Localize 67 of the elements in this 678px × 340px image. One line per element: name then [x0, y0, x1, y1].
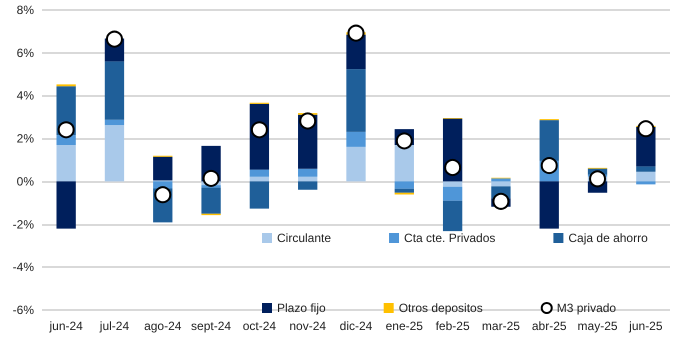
bar — [442, 181, 462, 187]
bar — [540, 120, 559, 161]
x-tick-label: sept-24 — [191, 319, 232, 333]
y-tick-label: -6% — [12, 303, 34, 317]
y-tick-label: 6% — [16, 46, 34, 60]
y-tick-label: 4% — [16, 88, 34, 103]
bar — [56, 145, 76, 182]
x-tick-label: jun-24 — [48, 319, 84, 333]
y-tick-label: 8% — [16, 3, 34, 17]
x-tick-label: abr-25 — [532, 319, 567, 333]
legend-label: Otros depositos — [398, 301, 483, 315]
bar — [636, 172, 656, 182]
x-tick-label: feb-25 — [436, 319, 470, 333]
x-tick-label: mar-25 — [482, 319, 520, 333]
bar — [104, 125, 124, 182]
point — [348, 24, 364, 42]
legend-label: Cta cte. Privados — [404, 231, 496, 245]
x-tick-label: jul-24 — [98, 319, 130, 333]
bar — [442, 200, 462, 232]
point — [444, 159, 462, 176]
legend-label: M3 privado — [556, 301, 616, 315]
point — [299, 112, 316, 130]
bar — [346, 146, 366, 182]
legend-label: Circulante — [277, 231, 332, 245]
point — [58, 121, 75, 138]
bar — [636, 181, 656, 184]
x-tick-label: dic-24 — [340, 319, 373, 333]
bar — [636, 166, 656, 172]
bar — [491, 178, 511, 182]
x-tick-label: ago-24 — [144, 319, 182, 333]
x-tick-label: jun-25 — [628, 319, 663, 333]
bar — [104, 61, 124, 120]
bar — [201, 188, 221, 214]
bar — [540, 181, 559, 229]
bar — [394, 145, 414, 182]
x-tick-label: ene-25 — [386, 319, 424, 333]
bar — [250, 170, 270, 177]
point — [106, 30, 123, 48]
bar — [394, 181, 414, 189]
y-tick-label: 0% — [16, 174, 34, 188]
bar — [298, 181, 318, 190]
bar — [298, 176, 318, 182]
bar — [56, 181, 76, 229]
point — [589, 170, 606, 188]
bar — [153, 156, 172, 180]
bar — [250, 176, 270, 182]
y-tick-label: 2% — [16, 132, 34, 146]
point — [396, 132, 413, 150]
bar — [491, 181, 511, 186]
x-tick-label: nov-24 — [289, 319, 326, 333]
x-tick-label: may-25 — [578, 319, 618, 333]
bar — [104, 120, 124, 126]
bar — [442, 186, 462, 201]
bar — [346, 69, 366, 132]
bar — [250, 181, 270, 209]
point — [637, 120, 654, 138]
y-tick-label: -4% — [12, 260, 34, 274]
point — [492, 192, 510, 210]
y-tick-label: -2% — [12, 217, 34, 232]
point — [154, 186, 172, 204]
legend-label: Caja de ahorro — [568, 231, 648, 245]
legend-label: Plazo fijo — [277, 301, 326, 315]
bar — [394, 188, 414, 193]
bar — [298, 168, 318, 177]
point — [202, 170, 220, 187]
x-tick-label: oct-24 — [242, 319, 276, 333]
bar — [346, 132, 366, 147]
